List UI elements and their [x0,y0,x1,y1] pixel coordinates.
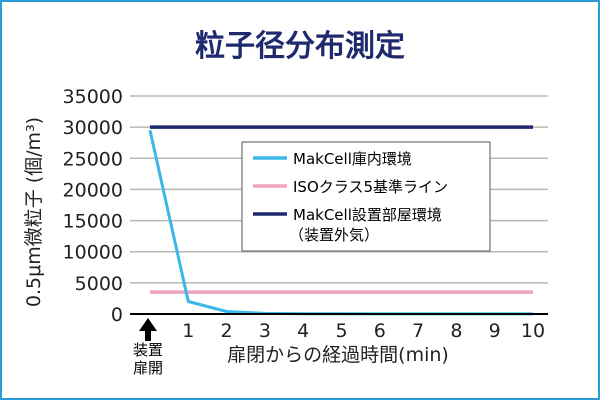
x-tick-label-1: 1 [182,320,194,342]
x-tick-label-10: 10 [521,320,545,342]
y-axis-label: 0.5μm微粒子 (個/m³) [23,117,45,307]
start-marker-label-line1: 装置 [133,341,163,359]
y-tick-label-35000: 35000 [63,86,123,108]
x-tick-label-6: 6 [374,320,386,342]
y-tick-label-30000: 30000 [63,117,123,139]
x-tick-label-3: 3 [259,320,271,342]
legend-box [241,141,491,252]
y-tick-label-15000: 15000 [63,211,123,233]
legend-label-series-1: MakCell庫内環境 [293,150,412,168]
start-marker-label-line2: 扉開 [133,359,163,377]
x-tick-label-8: 8 [450,320,462,342]
x-tick-label-9: 9 [489,320,501,342]
legend-label-series-3-line2: （装置外気） [289,226,379,244]
x-tick-label-4: 4 [297,320,309,342]
x-tick-label-2: 2 [221,320,233,342]
y-tick-labels: 35000 30000 25000 20000 15000 10000 5000 0 [63,86,123,326]
y-tick-label-5000: 5000 [75,273,123,295]
x-axis-label: 扉閉からの経過時間(min) [227,344,449,366]
y-tick-label-0: 0 [111,304,123,326]
chart-title: 粒子径分布測定 [195,29,405,64]
y-tick-label-10000: 10000 [63,242,123,264]
start-marker: 装置 扉開 [133,318,163,377]
x-tick-label-5: 5 [335,320,347,342]
y-tick-label-20000: 20000 [63,179,123,201]
up-arrow-icon [139,318,157,341]
legend-label-series-2: ISOクラス5基準ライン [293,178,448,196]
y-tick-label-25000: 25000 [63,148,123,170]
x-tick-labels: 1 2 3 4 5 6 7 8 9 10 [182,320,545,342]
legend-label-series-3: MakCell設置部屋環境 [293,206,442,224]
legend: MakCell庫内環境 ISOクラス5基準ライン MakCell設置部屋環境 （… [241,141,491,252]
x-tick-label-7: 7 [412,320,424,342]
